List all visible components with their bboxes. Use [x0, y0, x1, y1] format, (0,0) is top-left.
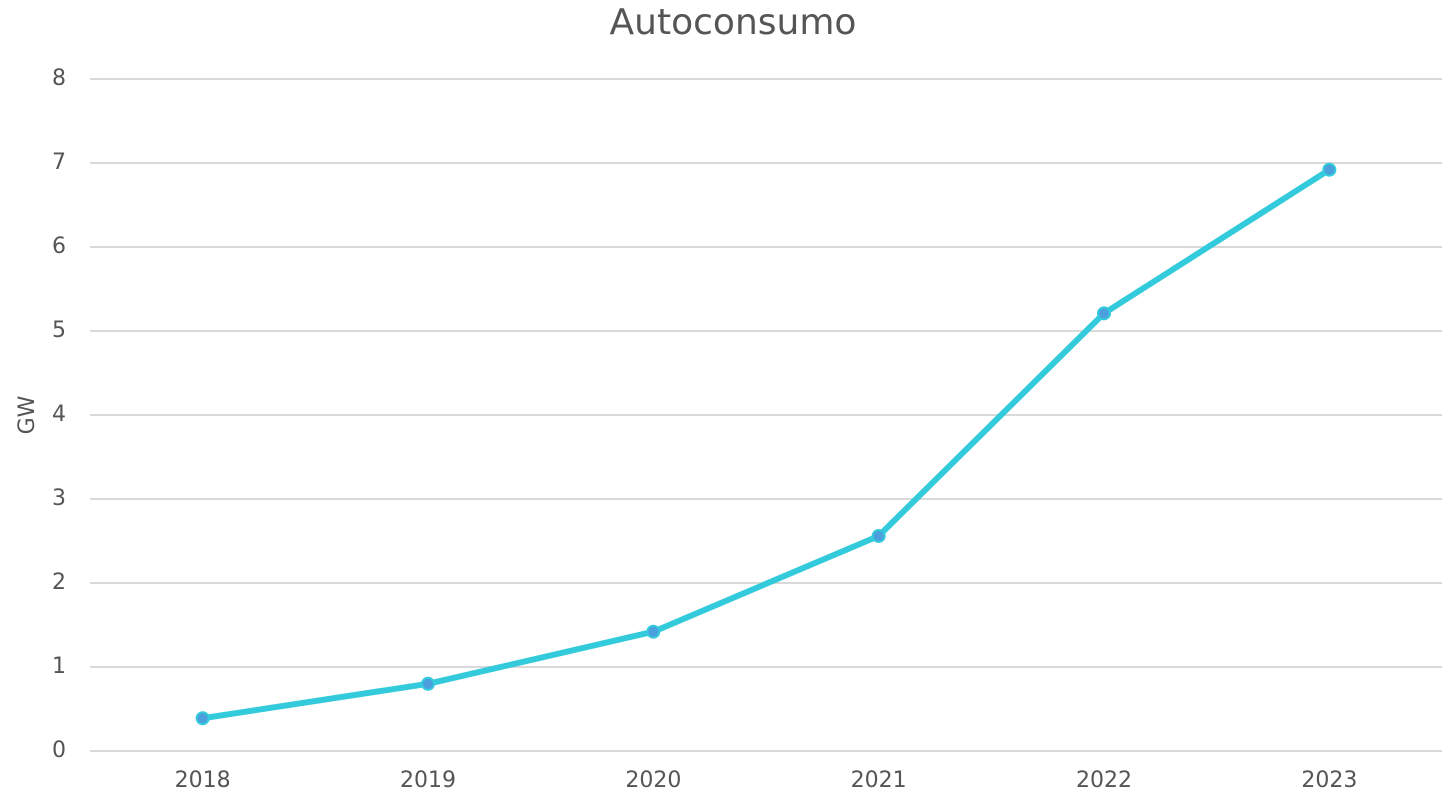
y-tick-label: 7 — [52, 150, 66, 175]
x-tick-label: 2018 — [175, 768, 231, 793]
x-tick-label: 2019 — [400, 768, 456, 793]
y-tick-label: 5 — [52, 318, 66, 343]
x-tick-label: 2023 — [1301, 768, 1357, 793]
y-tick-label: 2 — [52, 570, 66, 595]
y-tick-label: 0 — [52, 738, 66, 763]
x-tick-label: 2021 — [851, 768, 907, 793]
y-tick-label: 3 — [52, 486, 66, 511]
marker — [1322, 162, 1337, 177]
marker — [195, 711, 210, 726]
marker — [646, 624, 661, 639]
y-tick-label: 1 — [52, 654, 66, 679]
line — [202, 167, 1331, 722]
x-tick-label: 2022 — [1076, 768, 1132, 793]
x-tick-label: 2020 — [625, 768, 681, 793]
marker — [421, 676, 435, 691]
y-axis-label: GW — [15, 395, 40, 434]
y-tick-label: 8 — [52, 66, 66, 91]
marker — [1097, 306, 1111, 321]
chart-title: Autoconsumo — [610, 2, 857, 43]
y-tick-label: 6 — [52, 234, 66, 259]
marker — [871, 528, 886, 543]
y-tick-label: 4 — [52, 402, 66, 427]
